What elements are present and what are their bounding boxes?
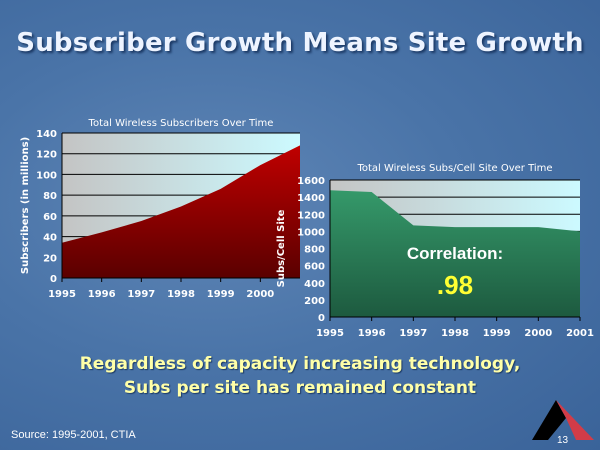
logo-icon — [532, 400, 594, 440]
y-axis-label: Subs/Cell Site — [276, 209, 287, 287]
subs-per-site-chart: 0 200 400 600 800 1000 1200 1400 1600 1995 1996 199… — [276, 163, 594, 339]
x-tick-label: 1995 — [48, 289, 76, 300]
y-tick-label: 80 — [43, 191, 57, 202]
data-area — [330, 190, 580, 317]
x-tick-label: 1996 — [88, 289, 116, 300]
key-message: Regardless of capacity increasing techno… — [0, 352, 600, 400]
y-tick-label: 1400 — [297, 193, 325, 204]
correlation-label: Correlation: — [407, 244, 503, 263]
subscribers-chart: 0 20 40 60 80 100 120 140 1995 1996 1997 1998 1999 20… — [20, 118, 300, 300]
x-tick-label: 2000 — [524, 328, 552, 339]
y-tick-label: 140 — [36, 129, 57, 140]
y-tick-label: 60 — [43, 212, 57, 223]
y-tick-label: 120 — [36, 150, 57, 161]
y-tick-label: 20 — [43, 253, 57, 264]
y-tick-label: 0 — [318, 313, 325, 324]
y-tick-label: 200 — [304, 296, 325, 307]
page-number: 13 — [557, 435, 569, 446]
x-tick-label: 1999 — [483, 328, 511, 339]
slide-title: Subscriber Growth Means Site Growth — [16, 28, 584, 58]
chart-title: Total Wireless Subscribers Over Time — [88, 118, 274, 129]
correlation-value: .98 — [437, 270, 473, 300]
x-tick-label: 1998 — [167, 289, 195, 300]
x-tick-label: 1996 — [358, 328, 386, 339]
y-tick-label: 400 — [304, 279, 325, 290]
x-tick-label: 1998 — [441, 328, 469, 339]
y-tick-label: 40 — [43, 233, 57, 244]
y-tick-label: 800 — [304, 245, 325, 256]
x-tick-label: 2000 — [246, 289, 274, 300]
x-tick-label: 1997 — [127, 289, 155, 300]
x-tick-label: 1997 — [399, 328, 427, 339]
message-line-2: Subs per site has remained constant — [123, 378, 477, 398]
data-area — [62, 145, 300, 278]
source-note: Source: 1995-2001, CTIA — [11, 429, 136, 441]
y-axis-label: Subscribers (in millions) — [20, 137, 31, 274]
y-tick-label: 600 — [304, 262, 325, 273]
x-tick-label: 1995 — [316, 328, 344, 339]
x-tick-label: 2001 — [566, 328, 594, 339]
message-line-1: Regardless of capacity increasing techno… — [79, 354, 521, 374]
y-tick-label: 1200 — [297, 210, 325, 221]
y-tick-label: 100 — [36, 170, 57, 181]
chart-title: Total Wireless Subs/Cell Site Over Time — [356, 163, 552, 174]
y-tick-label: 1600 — [297, 176, 325, 187]
x-tick-label: 1999 — [207, 289, 235, 300]
y-tick-label: 1000 — [297, 227, 325, 238]
y-tick-label: 0 — [50, 274, 57, 285]
